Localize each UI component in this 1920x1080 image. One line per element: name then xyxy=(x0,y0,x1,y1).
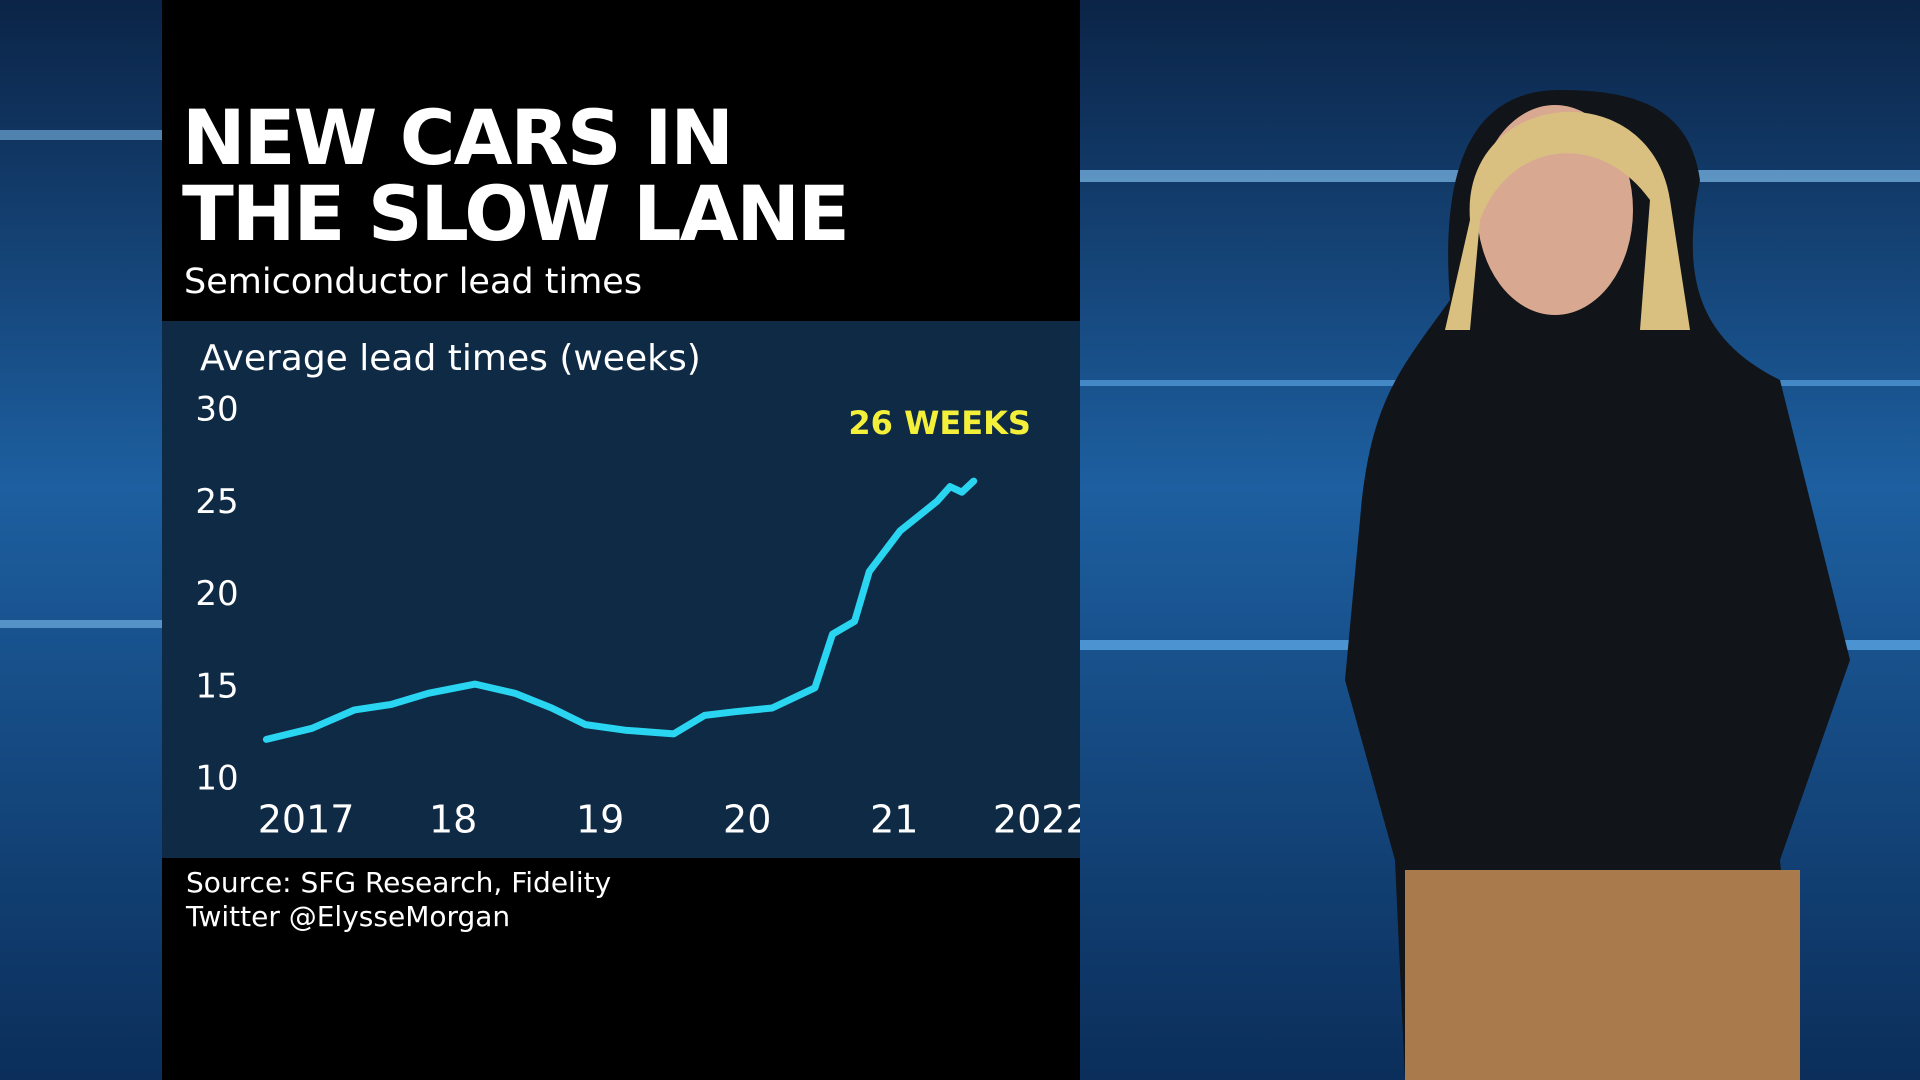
x-tick-label: 2017 xyxy=(258,798,355,842)
source-note: Source: SFG Research, Fidelity xyxy=(186,866,612,899)
y-tick-label: 10 xyxy=(195,759,238,799)
y-tick-label: 25 xyxy=(195,482,238,522)
y-tick-label: 20 xyxy=(195,574,238,614)
x-tick-label: 21 xyxy=(870,798,918,842)
y-tick-label: 30 xyxy=(195,390,238,430)
x-tick-label: 18 xyxy=(429,798,477,842)
chart-backdrop xyxy=(162,321,1080,858)
chart-subtitle: Semiconductor lead times xyxy=(184,262,643,302)
chart-title: NEW CARS IN THE SLOW LANE xyxy=(182,93,850,258)
data-line xyxy=(262,477,978,743)
y-axis-label: Average lead times (weeks) xyxy=(200,338,701,379)
y-tick-label: 15 xyxy=(195,666,238,706)
x-tick-label: 20 xyxy=(723,798,771,842)
credit-note: Twitter @ElysseMorgan xyxy=(186,900,511,933)
x-tick-label: 2022 xyxy=(993,798,1080,842)
x-tick-label: 19 xyxy=(576,798,624,842)
annotation: 26 WEEKS xyxy=(848,404,1031,442)
chart: Average lead times (weeks) 1015202530201… xyxy=(162,321,1080,858)
graphic-panel: NEW CARS IN THE SLOW LANE Semiconductor … xyxy=(162,0,1080,1080)
